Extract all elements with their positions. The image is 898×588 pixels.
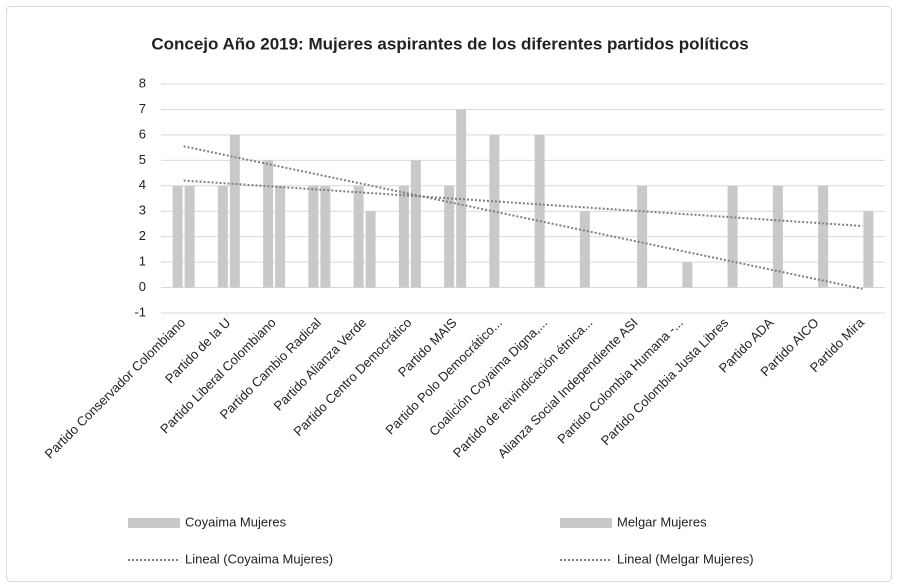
y-tick-label: 7	[139, 101, 146, 116]
y-tick-label: 6	[139, 126, 146, 141]
chart-title: Concejo Año 2019: Mujeres aspirantes de …	[151, 34, 748, 53]
bar	[229, 134, 240, 288]
bar	[365, 211, 376, 288]
bar	[772, 185, 783, 288]
bar	[263, 160, 274, 288]
bar	[456, 109, 467, 288]
y-tick-label: 0	[139, 279, 146, 294]
legend-label: Coyaima Mujeres	[185, 514, 287, 529]
bar	[275, 185, 286, 288]
bar	[184, 185, 195, 288]
bar	[727, 185, 738, 288]
bar	[353, 185, 364, 288]
bar	[320, 185, 331, 288]
legend-label: Lineal (Melgar Mujeres)	[617, 551, 754, 566]
bar	[682, 262, 693, 288]
legend-swatch	[128, 518, 180, 528]
y-tick-label: 4	[139, 177, 146, 192]
chart-frame	[6, 6, 892, 582]
bar	[818, 185, 829, 288]
bar	[863, 211, 874, 288]
bar	[637, 185, 648, 288]
bar	[579, 211, 590, 288]
bar	[534, 134, 545, 288]
trend-line	[183, 179, 863, 228]
trend-line	[183, 145, 863, 290]
bar	[444, 185, 455, 288]
bar	[410, 160, 421, 288]
y-tick-label: 3	[139, 203, 146, 218]
legend-swatch	[560, 518, 612, 528]
y-tick-label: 2	[139, 228, 146, 243]
bar	[398, 185, 409, 288]
bar	[172, 185, 183, 288]
bar	[217, 185, 228, 288]
y-tick-label: 5	[139, 152, 146, 167]
bar	[308, 185, 319, 288]
y-tick-label: 8	[139, 75, 146, 90]
legend-label: Melgar Mujeres	[617, 514, 707, 529]
y-tick-label: -1	[134, 304, 146, 319]
legend-label: Lineal (Coyaima Mujeres)	[185, 551, 333, 566]
y-tick-label: 1	[139, 254, 146, 269]
